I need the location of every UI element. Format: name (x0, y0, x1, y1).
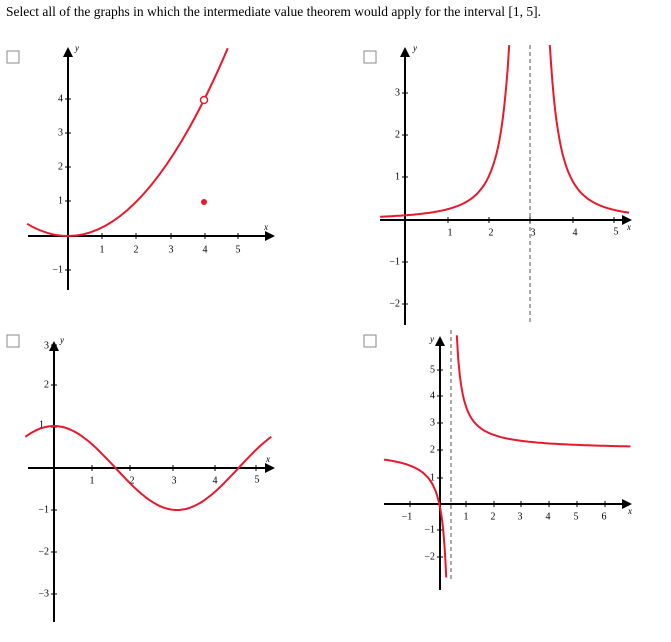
y-tick-label: 1 (395, 171, 400, 182)
ticks (409, 369, 606, 558)
curve (380, 45, 630, 218)
checkbox[interactable] (6, 50, 20, 64)
x-tick-label: 1 (464, 511, 469, 522)
x-tick-label: −1 (402, 511, 413, 522)
checkbox[interactable] (363, 334, 377, 348)
curve (24, 425, 272, 511)
y-tick-label: 4 (58, 93, 63, 104)
open-point (199, 95, 209, 105)
y-axis-label: y (429, 334, 434, 344)
y-tick-label: 5 (430, 364, 435, 375)
y-tick-label: 2 (44, 379, 49, 390)
checkbox[interactable] (6, 334, 20, 348)
x-tick-label: 3 (531, 227, 536, 238)
y-tick-label: −1 (52, 264, 63, 275)
x-tick-label: 4 (573, 227, 578, 238)
y-tick-label: −1 (38, 504, 49, 515)
x-tick-label: 2 (134, 244, 139, 255)
x-tick-label: 1 (100, 244, 105, 255)
x-tick-label: 4 (203, 244, 208, 255)
x-tick-label: 5 (255, 474, 260, 485)
y-tick-label: 1 (58, 195, 63, 206)
x-tick-label: 6 (602, 511, 607, 522)
x-tick-label: 3 (169, 244, 174, 255)
x-axis-label: x (265, 454, 270, 464)
ticks (51, 344, 257, 595)
graph-3: y x 1 2 3 4 5 3 2 1 −1 −2 −3 (24, 335, 275, 622)
graph-1: y x 1 2 3 4 5 4 3 2 1 −1 (26, 43, 275, 290)
y-tick-label: −1 (424, 524, 435, 535)
y-tick-label: 2 (58, 161, 63, 172)
y-tick-label: −3 (38, 588, 49, 599)
y-tick-label: 3 (58, 127, 63, 138)
x-tick-label: 5 (614, 226, 619, 237)
y-axis-label: y (412, 43, 417, 53)
x-tick-label: 2 (489, 227, 494, 238)
y-tick-label: −1 (389, 256, 400, 267)
filled-point (201, 199, 207, 205)
graph-2: y x 1 2 3 4 5 3 2 1 −1 −2 (380, 43, 632, 325)
curve (26, 47, 229, 237)
y-tick-label: 3 (395, 87, 400, 98)
ticks (65, 98, 239, 271)
x-tick-label: 3 (518, 511, 523, 522)
x-tick-label: 5 (574, 511, 579, 522)
y-tick-label: −2 (389, 298, 400, 309)
x-tick-label: 3 (172, 475, 177, 486)
x-tick-label: 1 (90, 475, 95, 486)
y-tick-label: −2 (424, 551, 435, 562)
x-tick-label: 1 (448, 227, 453, 238)
x-tick-label: 2 (491, 511, 496, 522)
y-tick-label: 3 (44, 340, 49, 351)
x-axis-label: x (627, 506, 632, 516)
x-tick-label: 4 (213, 475, 218, 486)
y-tick-label: 2 (395, 129, 400, 140)
y-tick-label: 4 (430, 390, 435, 401)
checkbox[interactable] (363, 50, 377, 64)
x-tick-label: 5 (236, 244, 241, 255)
y-axis-label: y (74, 43, 79, 53)
y-tick-label: 2 (430, 444, 435, 455)
x-tick-label: 4 (546, 511, 551, 522)
y-tick-label: 1 (39, 419, 44, 430)
x-tick-label: 2 (130, 475, 135, 486)
y-tick-label: 1 (430, 472, 435, 483)
curve (383, 335, 631, 578)
x-axis-label: x (263, 222, 268, 232)
graph-4: y x −1 1 2 3 4 5 6 5 4 3 2 1 −1 −2 (383, 330, 632, 590)
question: Select all of the graphs in which the in… (6, 4, 541, 19)
y-axis-label: y (59, 335, 64, 345)
ticks (402, 92, 615, 305)
y-tick-label: 3 (430, 417, 435, 428)
y-tick-label: −2 (38, 546, 49, 557)
x-axis-label: x (626, 222, 631, 232)
